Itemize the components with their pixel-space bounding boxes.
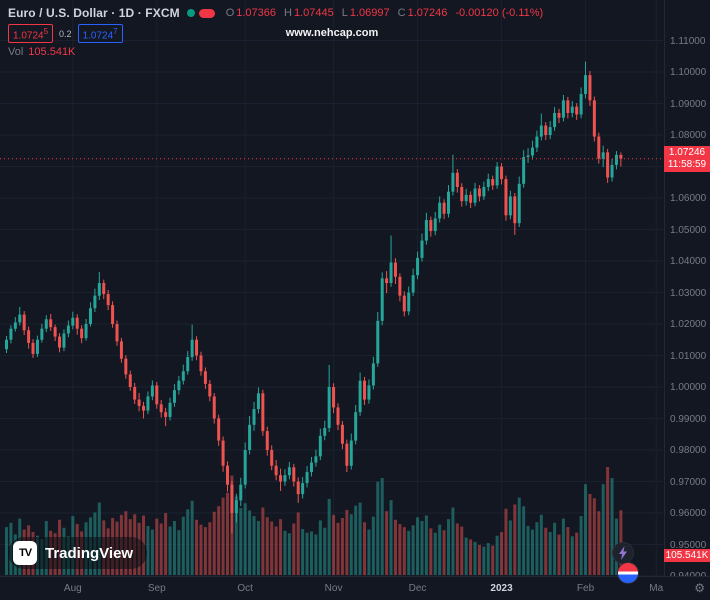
axis-settings-gear-icon[interactable]: ⚙ <box>694 581 705 595</box>
price-tick-label: 1.08000 <box>670 130 707 141</box>
low-label: L <box>341 7 348 19</box>
price-tick-label: 1.03000 <box>670 287 707 299</box>
spread-value: 0.2 <box>59 28 72 39</box>
floating-buttons <box>612 542 639 584</box>
time-tick-label: Dec <box>408 583 427 594</box>
price-tick-label: 0.95000 <box>670 539 707 551</box>
time-tick-label: Feb <box>576 583 595 594</box>
price-tick-label: 1.10000 <box>670 67 707 78</box>
price-tick-label: 1.09000 <box>670 98 707 110</box>
alert-button[interactable] <box>612 542 634 564</box>
candles <box>5 61 623 534</box>
price-tick-label: 0.96000 <box>670 508 707 519</box>
watermark-text: www.nehcap.com <box>285 27 379 39</box>
price-tick-label: 1.04000 <box>670 256 707 267</box>
price-tick-label: 1.06000 <box>670 193 707 204</box>
tradingview-mark-icon: TV <box>13 541 37 565</box>
price-tick-label: 1.02000 <box>670 319 707 330</box>
time-axis[interactable]: ⚙ Aug Sep Oct Nov Dec 2023 Feb Ma <box>0 576 710 600</box>
price-tick-label: 1.00000 <box>670 382 707 393</box>
price-tick-label: 0.97000 <box>670 476 707 488</box>
chart-legend: Euro / U.S. Dollar · 1D · FXCM O 1.07366 … <box>8 5 543 58</box>
open-value: 1.07366 <box>236 7 277 19</box>
high-value: 1.07445 <box>293 7 334 19</box>
current-price-value: 1.07246 <box>668 146 706 158</box>
current-price-badge: 1.07246 11:58:59 <box>664 145 710 172</box>
time-tick-label: Ma <box>649 583 664 594</box>
ohlc-readout: O 1.07366 H 1.07445 L 1.06997 C 1.07246 -0.0… <box>226 7 544 19</box>
open-label: O <box>225 7 235 19</box>
tradingview-wordmark: TradingView <box>45 544 134 562</box>
symbol-title[interactable]: Euro / U.S. Dollar · 1D · FXCM <box>8 6 180 20</box>
low-value: 1.06997 <box>349 7 390 19</box>
price-tick-label: 0.99000 <box>670 413 707 425</box>
up-marker-icon <box>186 9 195 17</box>
price-tick-label: 1.05000 <box>670 224 707 236</box>
time-tick-label: Oct <box>237 583 253 594</box>
time-tick-label: Sep <box>147 583 166 594</box>
volume-axis-badge: 105.541K <box>664 549 710 562</box>
change-value: -0.00120 (-0.11%) <box>455 7 544 19</box>
lightning-icon <box>619 546 627 560</box>
down-marker-icon <box>198 8 215 18</box>
volume-value: 105.541K <box>28 46 76 58</box>
tradingview-logo[interactable]: TV TradingView <box>8 537 148 569</box>
price-axis[interactable]: 1.110001.100001.090001.080001.070001.060… <box>664 0 710 582</box>
price-tick-label: 1.11000 <box>670 35 706 47</box>
close-label: C <box>397 7 406 19</box>
high-label: H <box>284 7 292 19</box>
price-tick-label: 1.01000 <box>670 350 707 362</box>
price-tick-label: 0.98000 <box>670 445 707 456</box>
brand-bubble-button[interactable] <box>617 562 639 584</box>
time-tick-label: 2023 <box>490 583 513 594</box>
bar-countdown: 11:58:59 <box>667 158 707 170</box>
close-value: 1.07246 <box>407 7 448 19</box>
volume-label: Vol <box>8 46 24 58</box>
ask-price-box[interactable]: 1.07247 <box>77 23 123 44</box>
time-tick-label: Aug <box>63 583 82 594</box>
bid-price-box[interactable]: 1.07245 <box>8 23 54 44</box>
time-tick-label: Nov <box>324 583 343 594</box>
